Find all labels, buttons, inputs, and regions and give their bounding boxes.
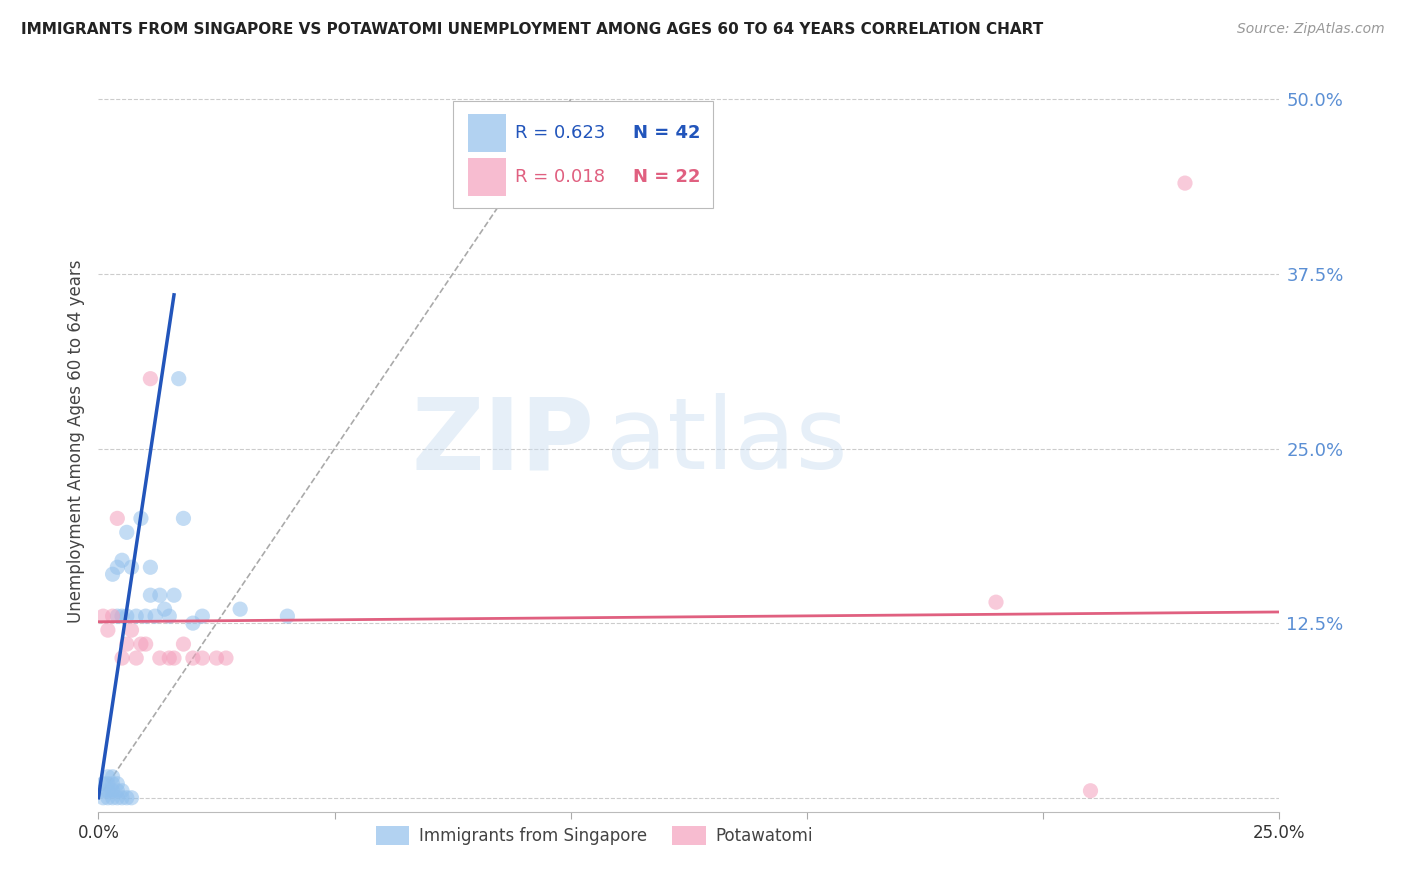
Point — [149, 588, 172, 602]
Text: R = 0.018: R = 0.018 — [516, 169, 606, 186]
Point — [101, 567, 124, 582]
Point — [129, 637, 152, 651]
Point — [101, 790, 124, 805]
Point — [111, 784, 134, 798]
Point — [97, 784, 120, 798]
Point — [91, 790, 114, 805]
Point — [91, 777, 114, 791]
Point — [91, 609, 114, 624]
Point — [97, 790, 120, 805]
Legend: Immigrants from Singapore, Potawatomi: Immigrants from Singapore, Potawatomi — [370, 819, 820, 852]
Point — [115, 609, 138, 624]
Point — [191, 651, 214, 665]
Point — [181, 651, 204, 665]
Point — [143, 609, 166, 624]
Point — [276, 609, 298, 624]
Point — [215, 651, 238, 665]
Text: atlas: atlas — [606, 393, 848, 490]
Text: N = 22: N = 22 — [634, 169, 702, 186]
Point — [191, 609, 214, 624]
Point — [153, 602, 176, 616]
Point — [135, 609, 157, 624]
Text: R = 0.623: R = 0.623 — [516, 124, 606, 142]
Point — [111, 790, 134, 805]
Point — [125, 651, 148, 665]
Y-axis label: Unemployment Among Ages 60 to 64 years: Unemployment Among Ages 60 to 64 years — [66, 260, 84, 624]
Point — [984, 595, 1007, 609]
Point — [105, 511, 128, 525]
Point — [163, 588, 186, 602]
FancyBboxPatch shape — [453, 101, 713, 209]
Point — [167, 372, 190, 386]
Point — [97, 623, 120, 637]
Point — [139, 560, 162, 574]
Point — [105, 784, 128, 798]
Point — [105, 609, 128, 624]
Point — [97, 777, 120, 791]
Point — [139, 372, 162, 386]
Point — [91, 784, 114, 798]
Text: Source: ZipAtlas.com: Source: ZipAtlas.com — [1237, 22, 1385, 37]
Point — [125, 609, 148, 624]
Point — [1080, 784, 1102, 798]
Point — [105, 560, 128, 574]
Point — [135, 637, 157, 651]
Point — [111, 553, 134, 567]
FancyBboxPatch shape — [468, 158, 506, 196]
Point — [105, 777, 128, 791]
Point — [121, 623, 143, 637]
Point — [101, 777, 124, 791]
Point — [129, 511, 152, 525]
Point — [149, 651, 172, 665]
Point — [115, 525, 138, 540]
Point — [101, 770, 124, 784]
Point — [105, 790, 128, 805]
Point — [157, 609, 180, 624]
Point — [205, 651, 228, 665]
Point — [1174, 176, 1197, 190]
FancyBboxPatch shape — [468, 113, 506, 152]
Point — [111, 651, 134, 665]
Text: IMMIGRANTS FROM SINGAPORE VS POTAWATOMI UNEMPLOYMENT AMONG AGES 60 TO 64 YEARS C: IMMIGRANTS FROM SINGAPORE VS POTAWATOMI … — [21, 22, 1043, 37]
Point — [101, 609, 124, 624]
Point — [115, 637, 138, 651]
Point — [97, 770, 120, 784]
Point — [229, 602, 252, 616]
Point — [121, 790, 143, 805]
Point — [172, 637, 194, 651]
Point — [111, 609, 134, 624]
Point — [121, 560, 143, 574]
Point — [157, 651, 180, 665]
Point — [115, 790, 138, 805]
Point — [181, 616, 204, 631]
Point — [163, 651, 186, 665]
Text: N = 42: N = 42 — [634, 124, 702, 142]
Point — [139, 588, 162, 602]
Text: ZIP: ZIP — [412, 393, 595, 490]
Point — [101, 784, 124, 798]
Point — [172, 511, 194, 525]
